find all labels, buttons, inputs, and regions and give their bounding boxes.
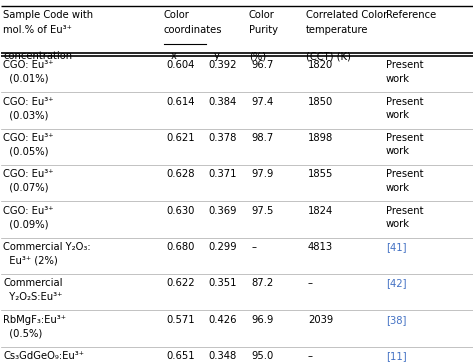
Text: 1824: 1824 (308, 205, 333, 216)
Text: CGO: Eu³⁺: CGO: Eu³⁺ (3, 169, 54, 179)
Text: CGO: Eu³⁺: CGO: Eu³⁺ (3, 205, 54, 216)
Text: work: work (386, 110, 410, 120)
Text: 1820: 1820 (308, 60, 333, 70)
Text: [42]: [42] (386, 278, 406, 288)
Text: Purity: Purity (249, 25, 278, 34)
Text: 0.348: 0.348 (209, 351, 237, 361)
Text: work: work (386, 74, 410, 84)
Text: Sample Code with: Sample Code with (3, 9, 93, 20)
Text: 0.680: 0.680 (166, 242, 194, 252)
Text: 97.4: 97.4 (251, 97, 273, 107)
Text: 0.369: 0.369 (209, 205, 237, 216)
Text: (0.5%): (0.5%) (3, 328, 42, 338)
Text: work: work (386, 183, 410, 193)
Text: 0.630: 0.630 (166, 205, 194, 216)
Text: (0.03%): (0.03%) (3, 110, 48, 120)
Text: 0.426: 0.426 (209, 315, 237, 325)
Text: –: – (308, 351, 313, 361)
Text: [41]: [41] (386, 242, 406, 252)
Text: [11]: [11] (386, 351, 407, 361)
Text: 0.628: 0.628 (166, 169, 195, 179)
Text: temperature: temperature (306, 25, 368, 34)
Text: 95.0: 95.0 (251, 351, 273, 361)
Text: Present: Present (386, 97, 423, 107)
Text: 0.571: 0.571 (166, 315, 195, 325)
Text: CGO: Eu³⁺: CGO: Eu³⁺ (3, 97, 54, 107)
Text: Reference: Reference (386, 9, 436, 20)
Text: 0.299: 0.299 (209, 242, 237, 252)
Text: RbMgF₃:Eu³⁺: RbMgF₃:Eu³⁺ (3, 315, 66, 325)
Text: mol.% of Eu³⁺: mol.% of Eu³⁺ (3, 25, 72, 34)
Text: 97.5: 97.5 (251, 205, 273, 216)
Text: Color: Color (164, 9, 190, 20)
Text: CGO: Eu³⁺: CGO: Eu³⁺ (3, 133, 54, 143)
Text: 0.392: 0.392 (209, 60, 237, 70)
Text: Correlated Color: Correlated Color (306, 9, 387, 20)
Text: 0.651: 0.651 (166, 351, 195, 361)
Text: Commercial: Commercial (3, 278, 63, 288)
Text: x: x (171, 51, 177, 61)
Text: (%): (%) (249, 51, 266, 61)
Text: 2039: 2039 (308, 315, 333, 325)
Text: 97.9: 97.9 (251, 169, 273, 179)
Text: Present: Present (386, 169, 423, 179)
Text: Eu³⁺ (2%): Eu³⁺ (2%) (3, 256, 58, 265)
Text: Color: Color (249, 9, 275, 20)
Text: 0.378: 0.378 (209, 133, 237, 143)
Text: Cs₃GdGeO₉:Eu³⁺: Cs₃GdGeO₉:Eu³⁺ (3, 351, 84, 361)
Text: 0.604: 0.604 (166, 60, 194, 70)
Text: 1850: 1850 (308, 97, 333, 107)
Text: coordinates: coordinates (164, 25, 222, 34)
Text: 0.622: 0.622 (166, 278, 195, 288)
Text: work: work (386, 219, 410, 229)
Text: 1855: 1855 (308, 169, 333, 179)
Text: 98.7: 98.7 (251, 133, 273, 143)
Text: 0.621: 0.621 (166, 133, 195, 143)
Text: (0.07%): (0.07%) (3, 183, 48, 193)
Text: 0.384: 0.384 (209, 97, 237, 107)
Text: Present: Present (386, 133, 423, 143)
Text: 87.2: 87.2 (251, 278, 273, 288)
Text: (CCT) (K): (CCT) (K) (306, 51, 350, 61)
Text: 1898: 1898 (308, 133, 333, 143)
Text: –: – (308, 278, 313, 288)
Text: 4813: 4813 (308, 242, 333, 252)
Text: CGO: Eu³⁺: CGO: Eu³⁺ (3, 60, 54, 70)
Text: 0.614: 0.614 (166, 97, 195, 107)
Text: [38]: [38] (386, 315, 406, 325)
Text: 0.351: 0.351 (209, 278, 237, 288)
Text: work: work (386, 146, 410, 156)
Text: Present: Present (386, 60, 423, 70)
Text: Commercial Y₂O₃:: Commercial Y₂O₃: (3, 242, 91, 252)
Text: –: – (251, 242, 256, 252)
Text: concentration: concentration (3, 51, 72, 61)
Text: 0.371: 0.371 (209, 169, 237, 179)
Text: Y₂O₂S:Eu³⁺: Y₂O₂S:Eu³⁺ (3, 292, 63, 302)
Text: Present: Present (386, 205, 423, 216)
Text: (0.01%): (0.01%) (3, 74, 48, 84)
Text: (0.05%): (0.05%) (3, 146, 48, 156)
Text: 96.7: 96.7 (251, 60, 273, 70)
Text: (0.09%): (0.09%) (3, 219, 48, 229)
Text: 96.9: 96.9 (251, 315, 273, 325)
Text: y: y (213, 51, 219, 61)
